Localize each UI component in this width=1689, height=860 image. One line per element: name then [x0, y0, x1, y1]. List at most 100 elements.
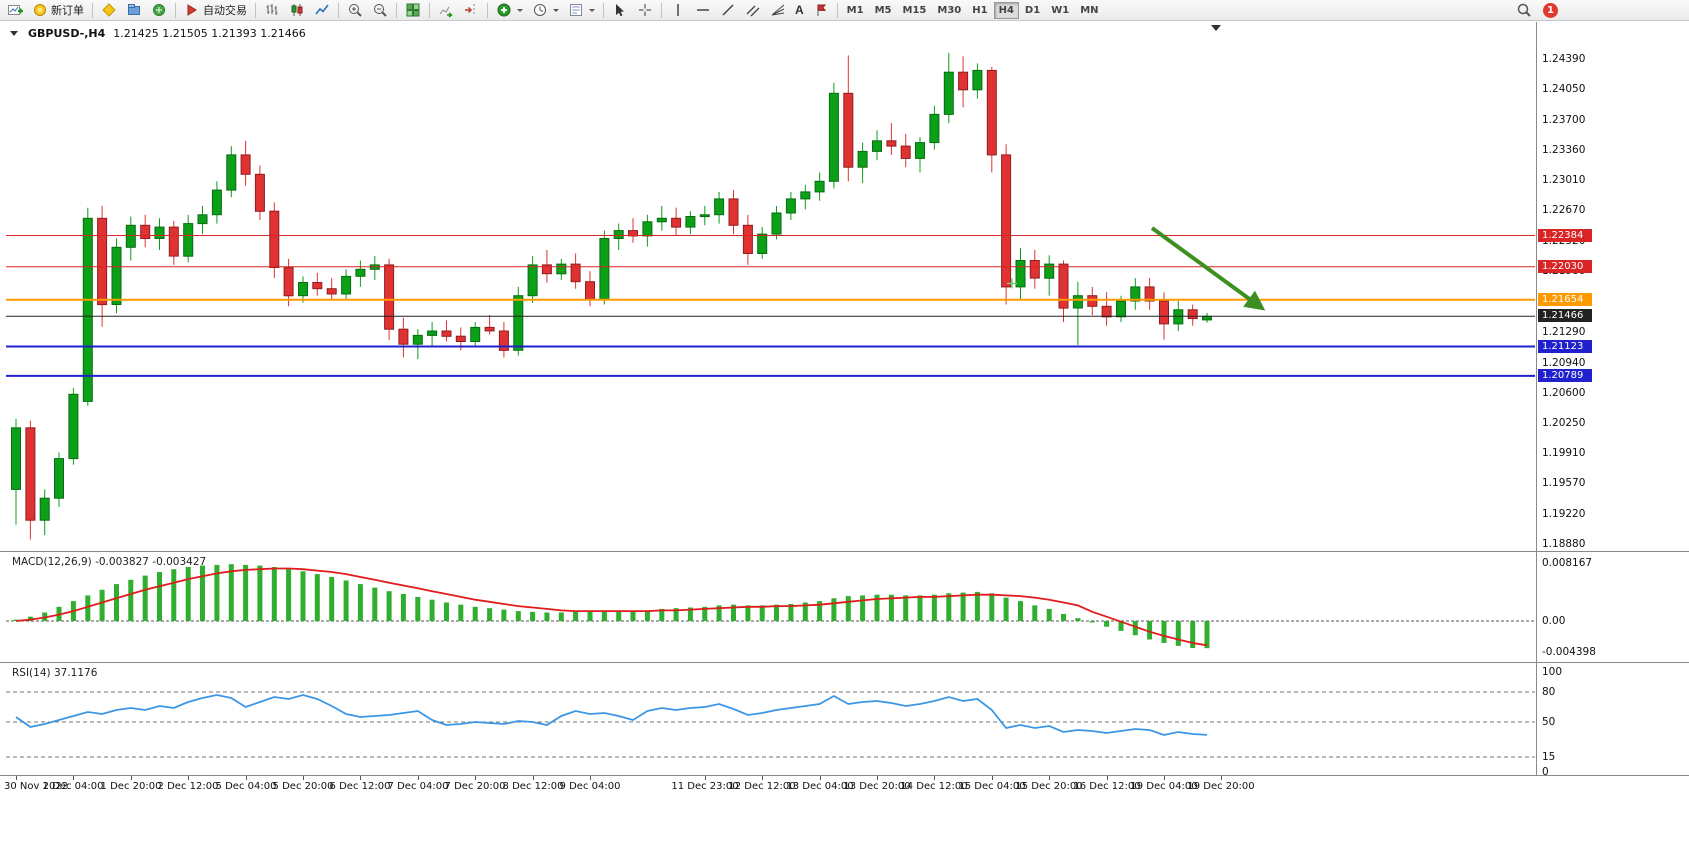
navigator-button[interactable] — [147, 1, 171, 20]
time-tick — [1164, 776, 1165, 780]
horizontal-lines-layer[interactable] — [6, 235, 1535, 377]
auto-trading-label: 自动交易 — [203, 5, 247, 17]
rsi-pane[interactable] — [6, 664, 1535, 775]
macd-histogram — [13, 564, 1210, 649]
timeframe-m15-button[interactable]: M15 — [898, 2, 932, 19]
text-tool-icon: A — [795, 3, 804, 17]
text-tool-button[interactable]: A — [791, 1, 808, 20]
price-line-badge: 1.22030 — [1538, 260, 1592, 273]
search-button[interactable] — [1512, 1, 1536, 20]
new-order-button[interactable]: 新订单 — [28, 1, 88, 20]
time-tick — [475, 776, 476, 780]
toolbar-separator — [92, 2, 93, 18]
notification-badge[interactable]: 1 — [1543, 2, 1558, 18]
timeframe-w1-button[interactable]: W1 — [1046, 2, 1074, 19]
price-tick-label: 1.23360 — [1542, 144, 1586, 156]
chart-symbol-label: GBPUSD-,H4 — [28, 27, 106, 40]
price-tick-label: 1.21290 — [1542, 326, 1586, 338]
timeframe-d1-button[interactable]: D1 — [1020, 2, 1045, 19]
profiles-button[interactable] — [122, 1, 146, 20]
macd-pane[interactable] — [6, 553, 1535, 662]
pane-splitter[interactable] — [0, 662, 1689, 663]
time-tick — [934, 776, 935, 780]
price-line-badge: 1.21654 — [1538, 293, 1592, 306]
time-axis-label: 14 Dec 12:00 — [900, 781, 968, 792]
templates-button[interactable] — [564, 1, 599, 20]
main-price-chart[interactable] — [6, 22, 1535, 551]
rsi-tick-label: 100 — [1542, 666, 1563, 678]
rsi-line — [15, 694, 1208, 736]
price-line-badge: 1.22384 — [1538, 229, 1592, 242]
time-tick — [246, 776, 247, 780]
price-axis[interactable]: 1.24390 1.24050 1.23700 1.23360 1.23010 1.226… — [1536, 22, 1688, 778]
time-axis-label: 16 Dec 12:00 — [1073, 781, 1141, 792]
zoom-out-icon — [374, 4, 387, 17]
time-axis-label: 7 Dec 04:00 — [387, 781, 449, 792]
pane-splitter[interactable] — [0, 551, 1689, 552]
time-axis-label: 30 Nov 2022 — [4, 781, 69, 792]
timeframe-h1-button[interactable]: H1 — [967, 2, 992, 19]
chart-collapse-icon[interactable] — [10, 31, 18, 36]
toolbar-separator — [396, 2, 397, 18]
trendline-button[interactable] — [716, 1, 740, 20]
time-axis-label: 5 Dec 04:00 — [215, 781, 277, 792]
channel-icon — [746, 5, 760, 17]
metaeditor-icon — [102, 3, 116, 17]
time-tick — [418, 776, 419, 780]
time-axis-label: 1 Dec 20:00 — [100, 781, 162, 792]
bar-chart-button[interactable] — [260, 1, 284, 20]
metaeditor-button[interactable] — [97, 1, 121, 20]
new-chart-button[interactable] — [3, 1, 27, 20]
zoom-out-button[interactable] — [368, 1, 392, 20]
auto-scroll-button[interactable] — [434, 1, 458, 20]
time-tick — [992, 776, 993, 780]
timeframe-mn-button[interactable]: MN — [1075, 2, 1103, 19]
price-tick-label: 1.24050 — [1542, 83, 1586, 95]
timeframe-h4-button[interactable]: H4 — [993, 1, 1019, 19]
dropdown-caret-icon — [589, 8, 595, 12]
line-chart-icon — [315, 4, 329, 15]
price-tick-label: 1.23700 — [1542, 114, 1586, 126]
timeframe-m5-button[interactable]: M5 — [870, 2, 897, 19]
candlestick-chart-button[interactable] — [285, 1, 309, 20]
tile-windows-button[interactable] — [401, 1, 425, 20]
time-axis-label: 5 Dec 20:00 — [272, 781, 334, 792]
timeframe-m1-button[interactable]: M1 — [842, 2, 869, 19]
indicators-button[interactable] — [492, 1, 527, 20]
toolbar-separator — [255, 2, 256, 18]
timeframe-m30-button[interactable]: M30 — [932, 2, 966, 19]
chart-header: GBPUSD-,H4 1.21425 1.21505 1.21393 1.214… — [10, 27, 306, 40]
trend-arrow[interactable] — [1150, 226, 1266, 311]
auto-trading-button[interactable]: 自动交易 — [180, 1, 251, 20]
time-axis-label: 11 Dec 23:00 — [671, 781, 739, 792]
line-chart-button[interactable] — [310, 1, 334, 20]
channel-button[interactable] — [741, 1, 765, 20]
macd-label: MACD(12,26,9) -0.003827 -0.003427 — [12, 556, 207, 568]
chart-ohlc-values: 1.21425 1.21505 1.21393 1.21466 — [113, 27, 306, 40]
rsi-label: RSI(14) 37.1176 — [12, 667, 98, 679]
tile-windows-icon — [406, 3, 420, 17]
time-tick — [16, 776, 17, 780]
chart-shift-marker — [1211, 25, 1221, 31]
horizontal-line-button[interactable] — [691, 1, 715, 20]
trendline-icon — [722, 4, 734, 16]
toolbar-separator — [603, 2, 604, 18]
cursor-button[interactable] — [608, 1, 632, 20]
crosshair-button[interactable] — [633, 1, 657, 20]
toolbar-separator — [661, 2, 662, 18]
macd-tick-label: -0.004398 — [1542, 646, 1596, 658]
chart-shift-button[interactable] — [459, 1, 483, 20]
time-axis-label: 19 Dec 20:00 — [1187, 781, 1255, 792]
arrows-tool-button[interactable] — [809, 1, 833, 20]
rsi-tick-label: 15 — [1542, 751, 1556, 763]
time-tick — [820, 776, 821, 780]
rsi-tick-label: 80 — [1542, 686, 1556, 698]
time-tick — [188, 776, 189, 780]
fibonacci-button[interactable] — [766, 1, 790, 20]
indicators-icon — [497, 3, 511, 17]
time-axis[interactable]: 30 Nov 2022 1 Dec 04:00 1 Dec 20:00 2 Dec 1… — [0, 776, 1689, 796]
periods-button[interactable] — [528, 1, 563, 20]
zoom-in-button[interactable] — [343, 1, 367, 20]
vertical-line-button[interactable] — [666, 1, 690, 20]
